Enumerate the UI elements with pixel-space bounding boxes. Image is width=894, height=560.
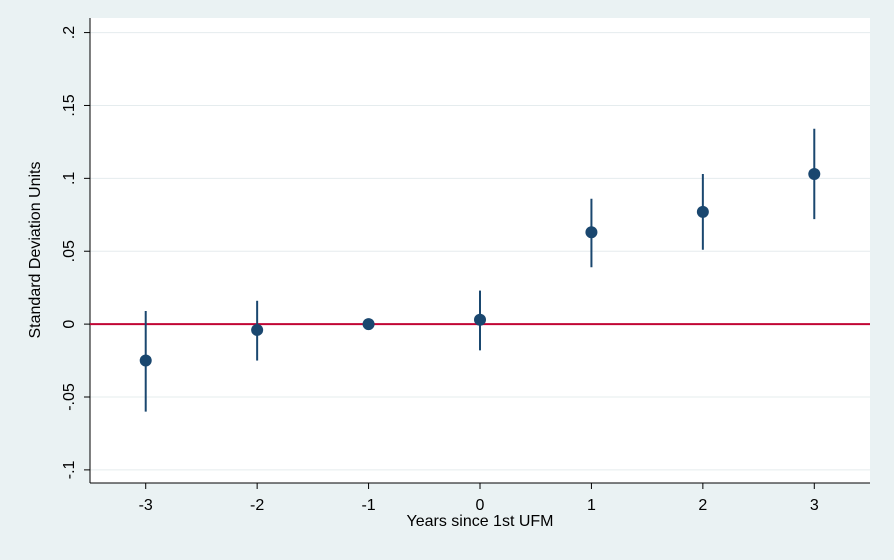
y-tick-label: .15 [61, 94, 78, 116]
x-tick-label: -2 [250, 497, 264, 514]
x-tick-label: 1 [587, 497, 596, 514]
y-tick-label: -.05 [61, 383, 78, 411]
x-tick-label: -3 [139, 497, 153, 514]
point [474, 313, 486, 326]
x-tick-label: -1 [361, 497, 375, 514]
y-tick-label: 0 [61, 320, 78, 329]
x-tick-label: 3 [810, 497, 819, 514]
y-tick-label: .1 [61, 172, 78, 185]
y-tick-label: -.1 [61, 460, 78, 479]
x-axis-title: Years since 1st UFM [406, 513, 553, 530]
x-tick-label: 0 [476, 497, 485, 514]
point [251, 323, 264, 336]
point [362, 318, 375, 331]
y-tick-label: .05 [61, 240, 78, 262]
plot-area [90, 18, 870, 483]
point [585, 226, 598, 239]
point [139, 354, 152, 367]
point [696, 205, 709, 218]
x-tick-label: 2 [698, 497, 707, 514]
point [808, 167, 821, 180]
y-axis-title: Standard Deviation Units [27, 162, 44, 339]
y-tick-label: .2 [61, 26, 78, 39]
